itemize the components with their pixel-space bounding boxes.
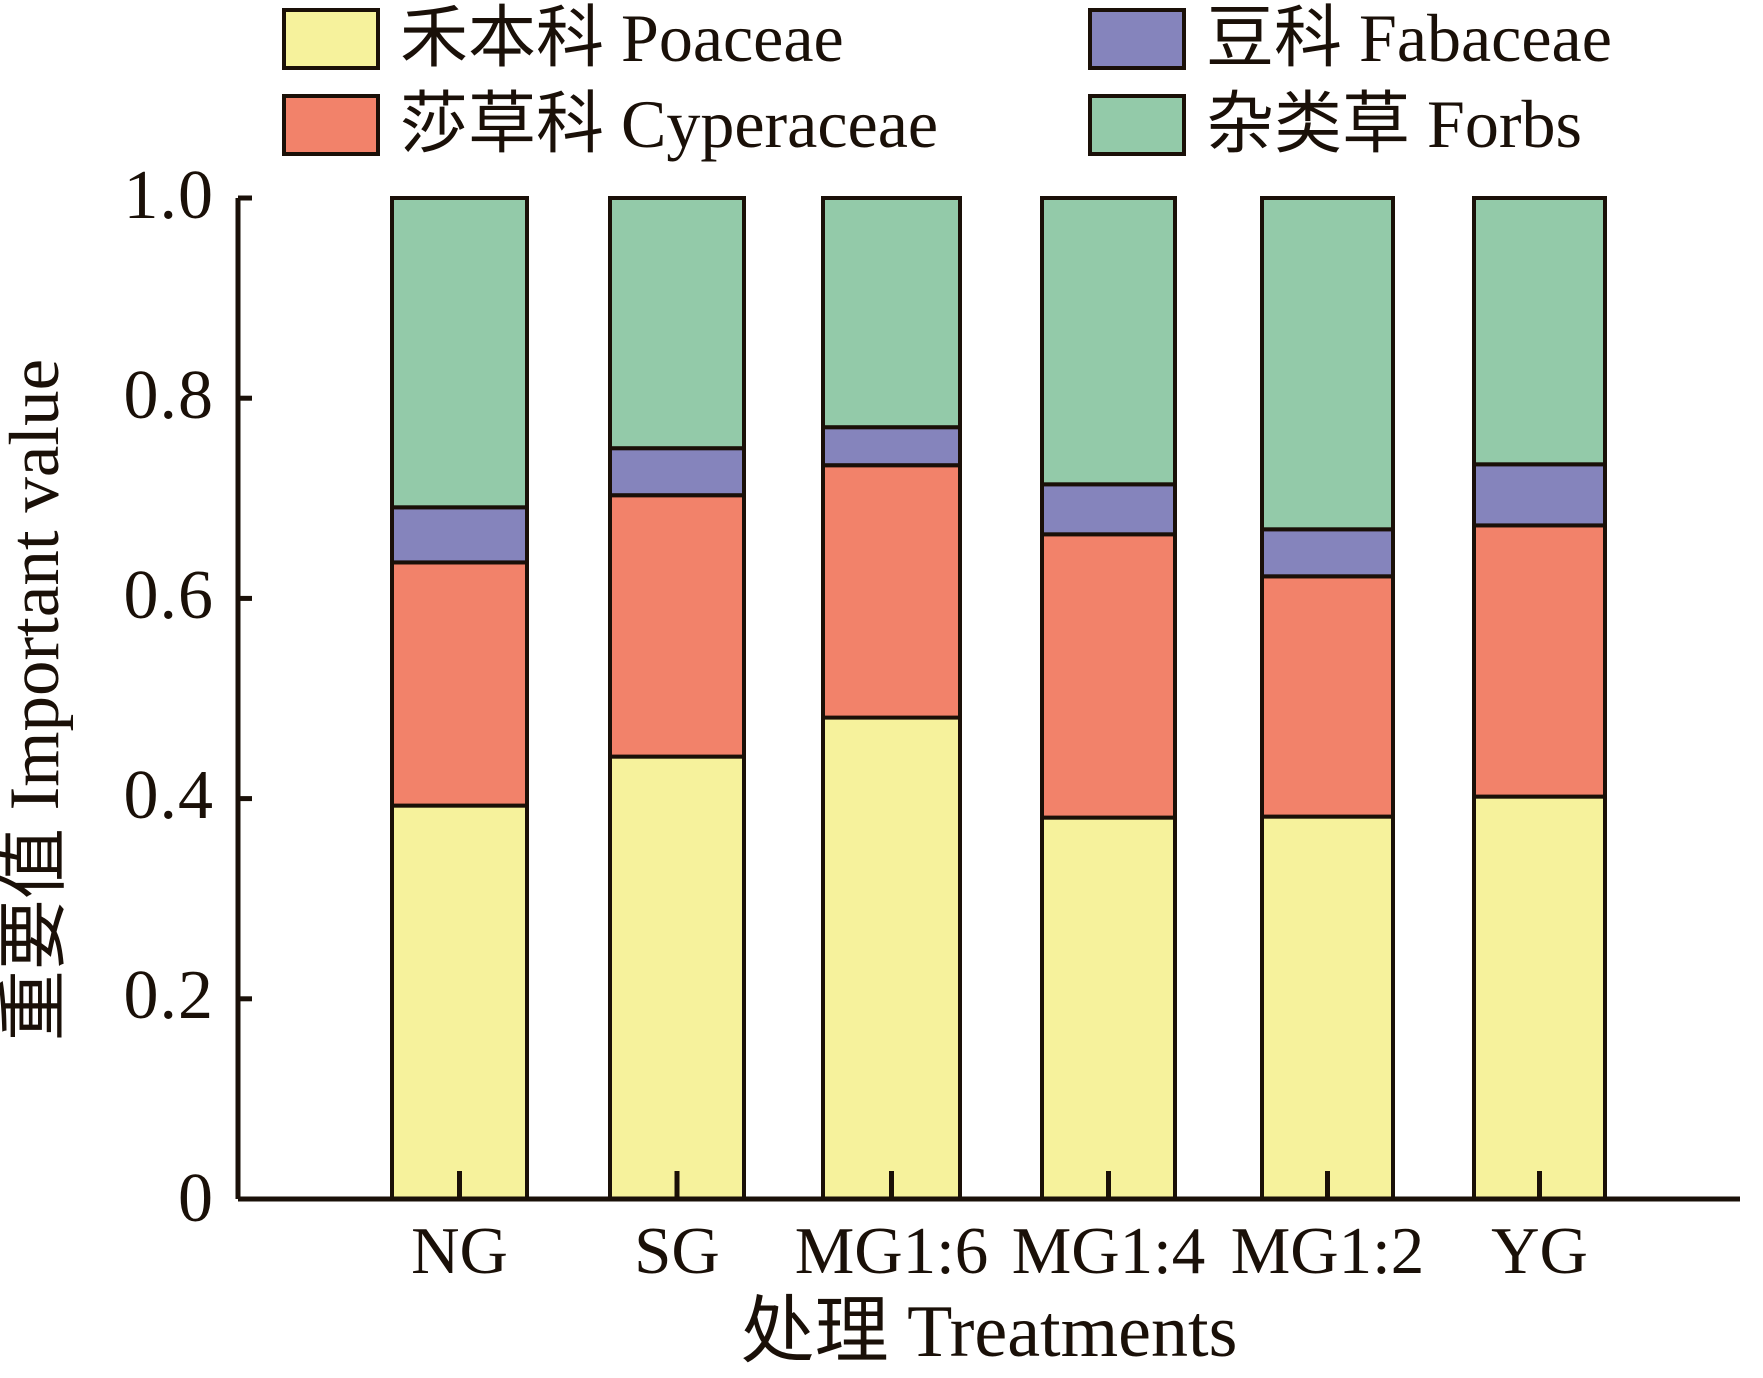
svg-text:SG: SG bbox=[634, 1214, 720, 1288]
svg-text:MG1:6: MG1:6 bbox=[795, 1214, 989, 1288]
svg-text:0.8: 0.8 bbox=[124, 357, 215, 434]
svg-text:MG1:2: MG1:2 bbox=[1231, 1214, 1425, 1288]
svg-text:NG: NG bbox=[411, 1214, 508, 1288]
svg-text:0: 0 bbox=[178, 1160, 214, 1237]
svg-text:重要值 Important value: 重要值 Important value bbox=[0, 359, 74, 1041]
svg-text:杂类草 Forbs: 杂类草 Forbs bbox=[1206, 86, 1582, 162]
svg-text:豆科 Fabaceae: 豆科 Fabaceae bbox=[1206, 0, 1612, 76]
svg-text:禾本科 Poaceae: 禾本科 Poaceae bbox=[400, 0, 844, 76]
svg-text:0.6: 0.6 bbox=[124, 557, 215, 634]
svg-text:0.2: 0.2 bbox=[124, 957, 215, 1034]
svg-text:莎草科 Cyperaceae: 莎草科 Cyperaceae bbox=[400, 86, 938, 162]
svg-text:MG1:4: MG1:4 bbox=[1012, 1214, 1206, 1288]
svg-text:处理 Treatments: 处理 Treatments bbox=[741, 1291, 1238, 1373]
svg-text:YG: YG bbox=[1491, 1214, 1588, 1288]
svg-text:1.0: 1.0 bbox=[124, 157, 215, 234]
svg-text:0.4: 0.4 bbox=[124, 757, 215, 834]
